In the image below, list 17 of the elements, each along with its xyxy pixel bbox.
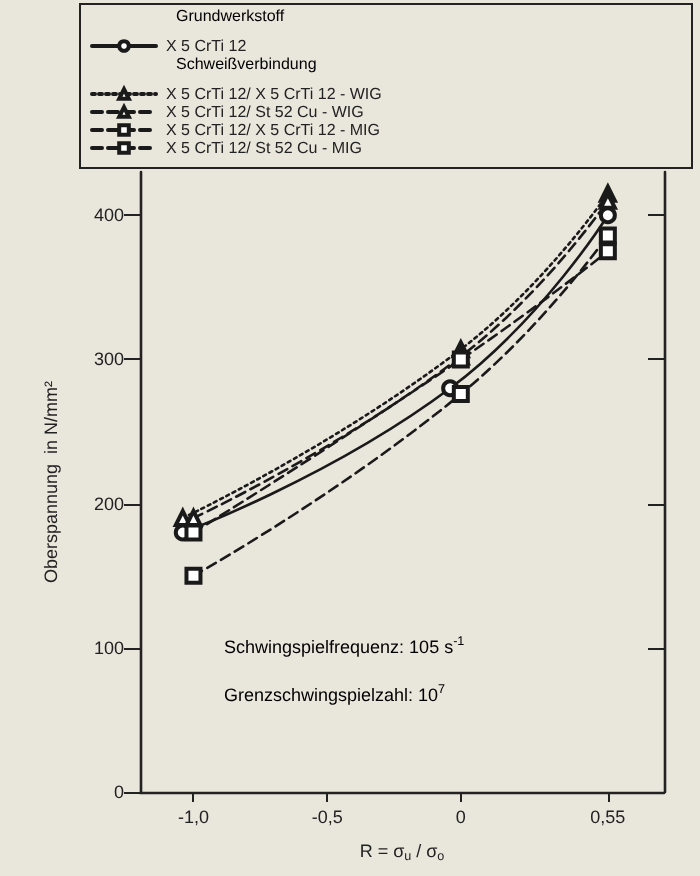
legend-label: X 5 CrTi 12: [166, 37, 248, 55]
text: Grundwerkstoff: [176, 7, 286, 25]
legend-label: X 5 CrTi 12/ X 5 CrTi 12 - MIG: [166, 121, 380, 139]
legend-label: X 5 CrTi 12/ St 52 Cu - WIG: [166, 103, 364, 121]
y-tick-label: 0: [113, 782, 124, 802]
y-tick-label: 200: [93, 493, 124, 514]
x-tick-label: -0,5: [311, 807, 343, 827]
y-tick-label: 300: [93, 349, 124, 370]
legend-label: X 5 CrTi 12/ X 5 CrTi 12 - WIG: [166, 85, 382, 103]
text: Schweißverbindung: [176, 55, 317, 73]
y-tick-label: 100: [93, 637, 124, 658]
y-axis-title: Oberspannung in N/mm²: [41, 380, 61, 584]
legend-label: X 5 CrTi 12/ St 52 Cu - MIG: [166, 139, 362, 157]
x-tick-label: 0: [455, 807, 466, 827]
y-tick-label: 400: [93, 205, 124, 226]
x-tick-label: -1,0: [177, 807, 209, 827]
x-tick-label: 0,55: [590, 807, 626, 827]
